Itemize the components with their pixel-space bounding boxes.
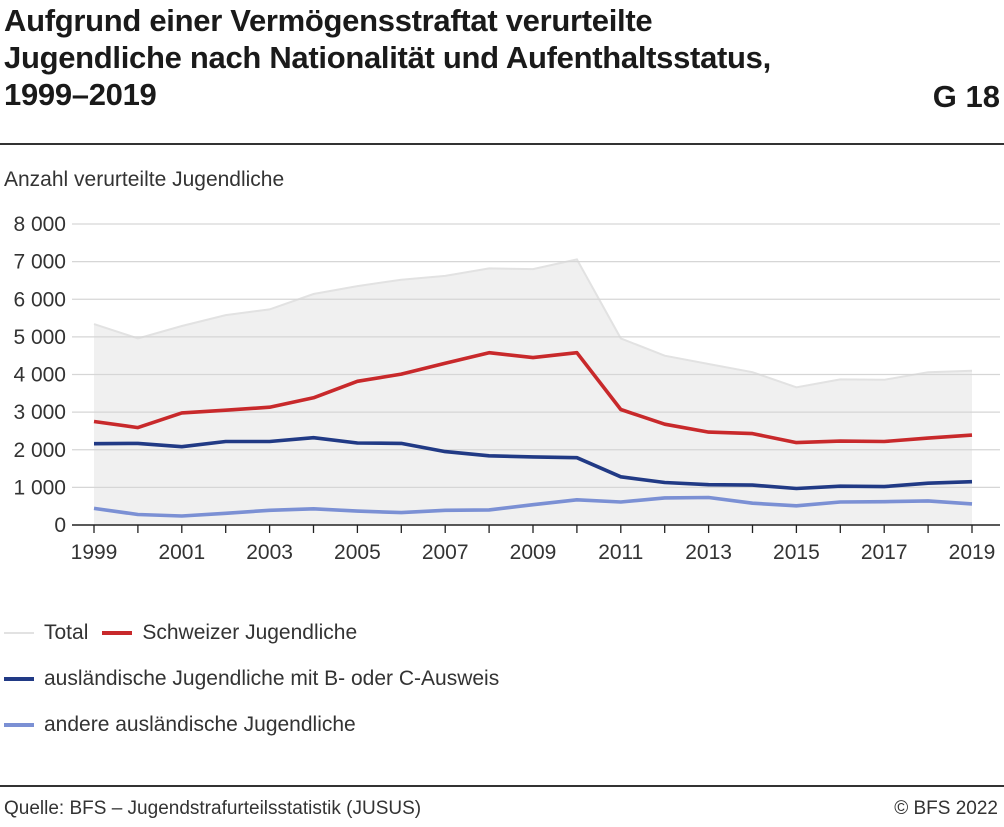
y-tick-label-6000: 6 000 — [13, 288, 66, 311]
chart-title-line-2: Jugendliche nach Nationalität und Aufent… — [4, 40, 771, 75]
y-tick-label-4000: 4 000 — [13, 364, 66, 387]
x-tick-label-2009: 2009 — [510, 541, 557, 564]
legend-label-foreign-other: andere ausländische Jugendliche — [44, 713, 356, 736]
series-line-total — [93, 258, 973, 389]
y-tick-label-3000: 3 000 — [13, 401, 66, 424]
header-divider — [0, 143, 1004, 145]
series-line-2 — [93, 435, 973, 491]
legend-swatch-swiss — [102, 631, 133, 635]
legend-item-total: Total — [4, 621, 88, 645]
x-tick-label-2019: 2019 — [949, 541, 996, 564]
legend-swatch-foreign-other — [4, 723, 34, 727]
x-tick-label-2003: 2003 — [246, 541, 293, 564]
y-tick-label-0: 0 — [54, 514, 66, 537]
x-tick-label-2013: 2013 — [685, 541, 732, 564]
legend-label-foreign-bc: ausländische Jugendliche mit B- oder C-A… — [44, 667, 500, 690]
x-tick-label-2017: 2017 — [861, 541, 908, 564]
x-tick-label-2007: 2007 — [422, 541, 469, 564]
y-tick-label-1000: 1 000 — [13, 476, 66, 499]
series-area-total — [94, 259, 972, 525]
legend-row-1: Total Schweizer Jugendliche — [4, 610, 513, 656]
legend-item-foreign-other: andere ausländische Jugendliche — [4, 713, 356, 737]
series-line-3 — [93, 495, 973, 518]
chart-legend: Total Schweizer Jugendliche ausländische… — [4, 610, 513, 748]
legend-row-2: ausländische Jugendliche mit B- oder C-A… — [4, 656, 513, 702]
x-tick-label-1999: 1999 — [71, 541, 118, 564]
graphic-number: G 18 — [932, 79, 1000, 114]
chart-plot: 0 1 000 2 000 3 000 4 000 5 000 6 000 7 000 8 00… — [13, 213, 1000, 564]
legend-swatch-foreign-bc — [4, 677, 34, 681]
y-axis-label: Anzahl verurteilte Jugendliche — [4, 168, 285, 191]
legend-label-total: Total — [44, 621, 89, 644]
legend-row-3: andere ausländische Jugendliche — [4, 702, 513, 748]
y-tick-label-8000: 8 000 — [13, 213, 66, 236]
legend-item-foreign-bc: ausländische Jugendliche mit B- oder C-A… — [4, 667, 499, 691]
x-tick-label-2001: 2001 — [158, 541, 205, 564]
y-tick-label-2000: 2 000 — [13, 439, 66, 462]
legend-swatch-total — [4, 632, 34, 634]
copyright-note: © BFS 2022 — [894, 798, 998, 819]
area-layer — [93, 258, 973, 525]
x-tick-label-2005: 2005 — [334, 541, 381, 564]
x-tick-label-2011: 2011 — [598, 541, 643, 564]
x-tick-label-2015: 2015 — [773, 541, 820, 564]
chart-title-line-1: Aufgrund einer Vermögensstraftat verurte… — [4, 3, 653, 38]
chart-title-line-3: 1999–2019 — [4, 77, 157, 112]
series-line-1 — [93, 350, 973, 445]
legend-label-swiss: Schweizer Jugendliche — [142, 621, 358, 644]
gridlines — [72, 223, 1000, 488]
y-tick-label-7000: 7 000 — [13, 251, 66, 274]
y-tick-label-5000: 5 000 — [13, 326, 66, 349]
footer-divider — [0, 785, 1004, 787]
chart-title: Aufgrund einer Vermögensstraftat verurte… — [4, 2, 904, 113]
axes: 0 1 000 2 000 3 000 4 000 5 000 6 000 7 000 8 00… — [13, 213, 1000, 564]
source-note: Quelle: BFS – Jugendstrafurteilsstatisti… — [4, 798, 422, 819]
series-lines — [93, 350, 973, 518]
legend-item-swiss: Schweizer Jugendliche — [102, 621, 357, 645]
